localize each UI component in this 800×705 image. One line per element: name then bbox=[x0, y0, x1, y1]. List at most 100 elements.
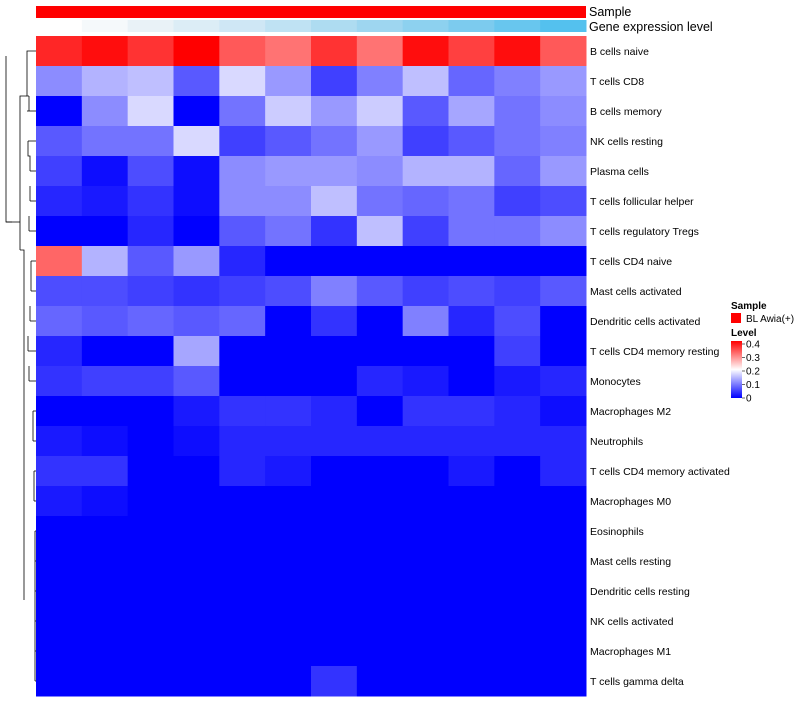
heatmap-cell bbox=[540, 36, 587, 67]
heatmap-cell bbox=[173, 306, 220, 337]
heatmap-cell bbox=[173, 156, 220, 187]
heatmap-cell bbox=[402, 516, 449, 547]
heatmap-cell bbox=[81, 396, 129, 427]
heatmap-cell bbox=[127, 246, 174, 277]
heatmap-cell bbox=[540, 156, 587, 187]
heatmap-cell bbox=[81, 606, 129, 637]
heatmap-cell bbox=[540, 546, 587, 577]
heatmap-cell bbox=[36, 276, 83, 307]
heatmap-cell bbox=[494, 516, 541, 547]
heatmap-cell bbox=[540, 276, 587, 307]
heatmap-cell bbox=[265, 246, 312, 277]
heatmap-cell bbox=[127, 606, 174, 637]
heatmap-cell bbox=[36, 336, 83, 367]
heatmap-cell bbox=[219, 336, 266, 367]
heatmap-cell bbox=[448, 246, 495, 277]
heatmap-cell bbox=[494, 216, 541, 247]
row-label: Macrophages M0 bbox=[590, 496, 671, 508]
row-dendrogram bbox=[5, 50, 36, 682]
heatmap-cell bbox=[173, 666, 220, 697]
heatmap-cell bbox=[540, 666, 587, 697]
heatmap-cell bbox=[356, 546, 404, 577]
legend-tick-label: 0.4 bbox=[746, 340, 760, 351]
heatmap-cell bbox=[81, 306, 129, 337]
heatmap-cell bbox=[173, 606, 220, 637]
heatmap-cell bbox=[81, 576, 129, 607]
heatmap-cell bbox=[127, 366, 174, 397]
gene-annotation-cell bbox=[81, 20, 129, 32]
gene-expression-annotation-bar bbox=[36, 20, 587, 32]
heatmap-cell bbox=[448, 366, 495, 397]
heatmap-cell bbox=[311, 666, 358, 697]
row-label: Plasma cells bbox=[590, 166, 649, 178]
row-label: B cells memory bbox=[590, 106, 663, 118]
heatmap-cell bbox=[448, 576, 495, 607]
heatmap-cell bbox=[494, 366, 541, 397]
heatmap-cell bbox=[265, 426, 312, 457]
heatmap-cell bbox=[356, 126, 404, 157]
heatmap-cell bbox=[173, 366, 220, 397]
gene-annotation-cell bbox=[265, 20, 312, 32]
heatmap-cell bbox=[540, 456, 587, 487]
heatmap-cell bbox=[265, 96, 312, 127]
heatmap-cell bbox=[448, 516, 495, 547]
heatmap-cell bbox=[448, 36, 495, 67]
heatmap-cell bbox=[173, 636, 220, 667]
heatmap-cell bbox=[448, 96, 495, 127]
heatmap-cell bbox=[356, 606, 404, 637]
heatmap-cell bbox=[494, 156, 541, 187]
heatmap-cell bbox=[356, 396, 404, 427]
heatmap-cell bbox=[219, 636, 266, 667]
row-label: Monocytes bbox=[590, 376, 641, 388]
heatmap-cell bbox=[448, 276, 495, 307]
heatmap-cell bbox=[127, 36, 174, 67]
heatmap-cell bbox=[402, 546, 449, 577]
heatmap-cell bbox=[127, 306, 174, 337]
heatmap-cell bbox=[356, 306, 404, 337]
row-label: Macrophages M1 bbox=[590, 646, 671, 658]
heatmap-cell bbox=[36, 516, 83, 547]
legend-tick-label: 0.1 bbox=[746, 380, 760, 391]
row-label: NK cells activated bbox=[590, 616, 674, 628]
heatmap-cell bbox=[219, 546, 266, 577]
row-label: Mast cells activated bbox=[590, 286, 682, 298]
heatmap-cell bbox=[356, 486, 404, 517]
heatmap-cell bbox=[173, 36, 220, 67]
heatmap-cell bbox=[311, 96, 358, 127]
heatmap-cell bbox=[402, 366, 449, 397]
heatmap-cell bbox=[127, 426, 174, 457]
heatmap-cell bbox=[448, 546, 495, 577]
heatmap-cell bbox=[402, 36, 449, 67]
heatmap-cell bbox=[127, 336, 174, 367]
heatmap-cell bbox=[265, 66, 312, 97]
heatmap-cell bbox=[402, 306, 449, 337]
heatmap-cell bbox=[173, 246, 220, 277]
heatmap-cell bbox=[402, 576, 449, 607]
gene-annotation-cell bbox=[540, 20, 587, 32]
heatmap-cell bbox=[127, 516, 174, 547]
row-label: NK cells resting bbox=[590, 136, 663, 148]
heatmap-cell bbox=[311, 636, 358, 667]
heatmap-cell bbox=[540, 216, 587, 247]
heatmap-cell bbox=[81, 276, 129, 307]
row-label: Macrophages M2 bbox=[590, 406, 671, 418]
heatmap-cell bbox=[402, 156, 449, 187]
legend-sample-label: BL Awia(+) bbox=[746, 314, 794, 325]
heatmap-cell bbox=[540, 186, 587, 217]
heatmap-cell bbox=[356, 636, 404, 667]
heatmap-cell bbox=[494, 246, 541, 277]
row-label: T cells CD8 bbox=[590, 76, 644, 88]
heatmap-cell bbox=[402, 66, 449, 97]
row-labels: B cells naive T cells CD8 B cells memory NK… bbox=[590, 46, 730, 688]
row-label: Dendritic cells resting bbox=[590, 586, 690, 598]
heatmap-cell bbox=[494, 66, 541, 97]
heatmap-cell bbox=[494, 336, 541, 367]
heatmap-cell bbox=[448, 156, 495, 187]
heatmap-cell bbox=[173, 186, 220, 217]
heatmap-cell bbox=[448, 486, 495, 517]
heatmap-cell bbox=[494, 306, 541, 337]
heatmap-cell bbox=[402, 96, 449, 127]
heatmap-cell bbox=[127, 396, 174, 427]
heatmap-cell bbox=[311, 126, 358, 157]
